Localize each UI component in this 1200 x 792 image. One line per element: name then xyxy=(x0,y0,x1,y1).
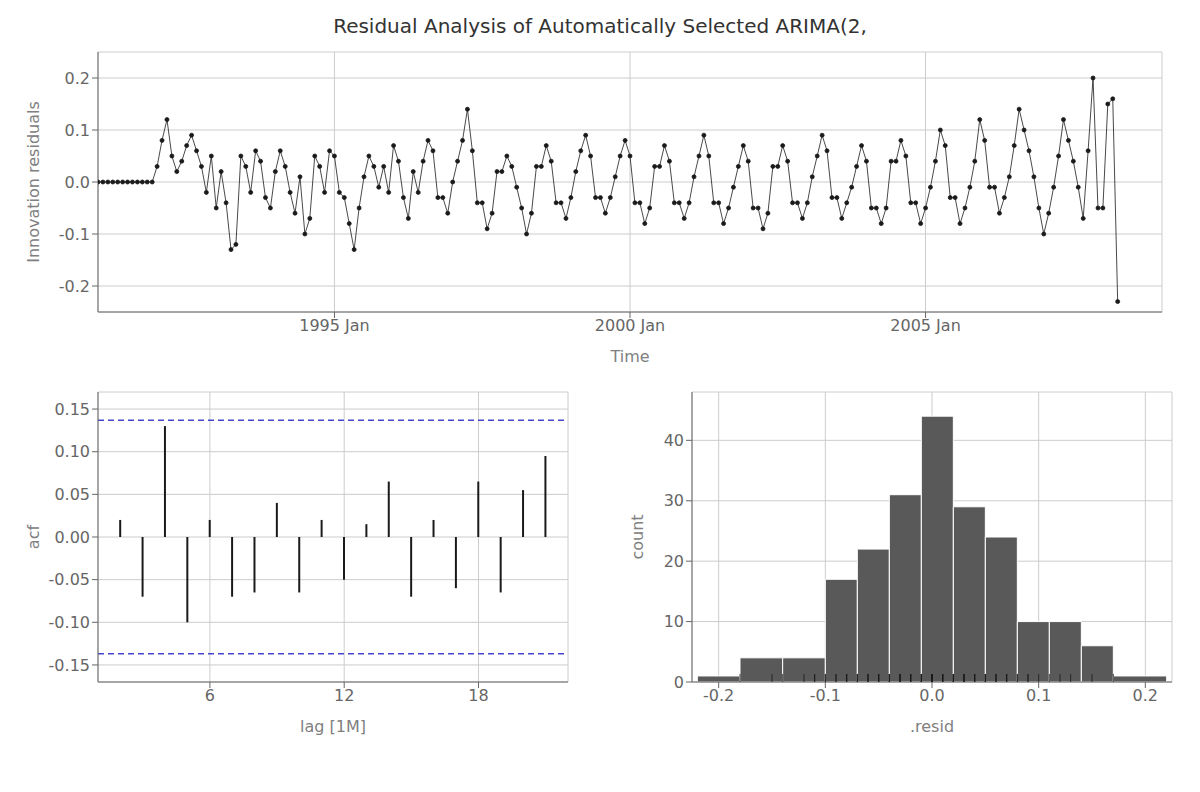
svg-text:0.0: 0.0 xyxy=(65,173,90,192)
svg-text:-0.15: -0.15 xyxy=(49,656,90,675)
svg-text:1995 Jan: 1995 Jan xyxy=(299,316,369,335)
svg-text:-0.2: -0.2 xyxy=(59,277,90,296)
svg-text:Time: Time xyxy=(609,347,649,366)
svg-text:.resid: .resid xyxy=(910,717,954,736)
svg-text:0.2: 0.2 xyxy=(65,69,90,88)
svg-text:0.05: 0.05 xyxy=(54,485,90,504)
svg-text:-0.1: -0.1 xyxy=(810,686,841,705)
svg-text:10: 10 xyxy=(664,612,684,631)
svg-text:lag [1M]: lag [1M] xyxy=(300,717,366,736)
svg-text:0.15: 0.15 xyxy=(54,400,90,419)
svg-text:0.1: 0.1 xyxy=(1026,686,1051,705)
svg-text:-0.1: -0.1 xyxy=(59,225,90,244)
svg-text:count: count xyxy=(628,514,647,559)
svg-text:0.10: 0.10 xyxy=(54,442,90,461)
svg-text:0: 0 xyxy=(674,673,684,692)
svg-text:18: 18 xyxy=(468,686,488,705)
html-text:Residual Analysis of Automatic: Residual Analysis of Automatically Selec… xyxy=(333,14,867,38)
svg-text:12: 12 xyxy=(334,686,354,705)
svg-text:2000 Jan: 2000 Jan xyxy=(595,316,665,335)
svg-text:-0.05: -0.05 xyxy=(49,570,90,589)
svg-text:6: 6 xyxy=(205,686,215,705)
svg-text:0.0: 0.0 xyxy=(919,686,944,705)
svg-text:30: 30 xyxy=(664,491,684,510)
svg-text:0.00: 0.00 xyxy=(54,528,90,547)
svg-text:-0.10: -0.10 xyxy=(49,613,90,632)
svg-text:0.2: 0.2 xyxy=(1133,686,1158,705)
svg-text:Innovation residuals: Innovation residuals xyxy=(24,101,43,263)
svg-text:0.1: 0.1 xyxy=(65,121,90,140)
svg-text:20: 20 xyxy=(664,552,684,571)
svg-text:-0.2: -0.2 xyxy=(703,686,734,705)
svg-text:40: 40 xyxy=(664,431,684,450)
svg-text:acf: acf xyxy=(24,525,43,550)
svg-text:2005 Jan: 2005 Jan xyxy=(890,316,960,335)
